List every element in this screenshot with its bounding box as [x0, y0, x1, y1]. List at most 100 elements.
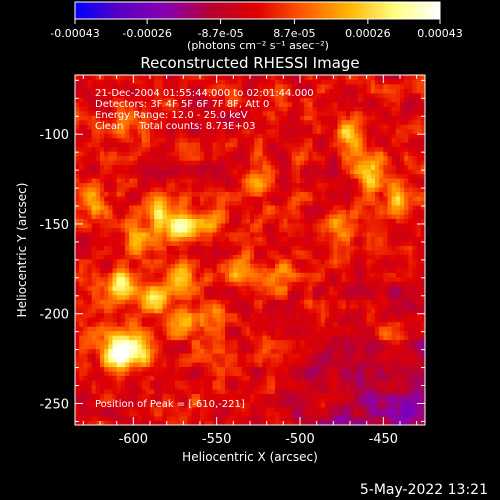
heatmap-cell — [295, 420, 301, 425]
heatmap-cell — [258, 411, 263, 417]
heatmap-cell — [295, 133, 301, 139]
heatmap-cell — [291, 312, 297, 318]
heatmap-cell — [337, 402, 343, 408]
heatmap-cell — [270, 299, 276, 305]
heatmap-cell — [258, 155, 263, 161]
heatmap-cell — [279, 411, 284, 417]
heatmap-cell — [325, 299, 330, 305]
heatmap-cell — [279, 196, 284, 202]
heatmap-cell — [175, 330, 180, 336]
heatmap-cell — [291, 411, 297, 417]
heatmap-cell — [287, 362, 293, 368]
heatmap-cell — [308, 339, 313, 345]
heatmap-cell — [154, 393, 159, 399]
heatmap-cell — [220, 232, 226, 237]
heatmap-cell — [100, 407, 105, 412]
heatmap-cell — [187, 366, 193, 372]
heatmap-cell — [300, 92, 305, 98]
heatmap-cell — [183, 416, 188, 421]
heatmap-cell — [116, 420, 122, 425]
heatmap-cell — [141, 97, 147, 103]
heatmap-cell — [187, 344, 193, 350]
heatmap-cell — [287, 169, 293, 175]
heatmap-cell — [141, 344, 147, 350]
heatmap-cell — [212, 344, 218, 350]
heatmap-cell — [287, 398, 293, 403]
heatmap-cell — [241, 214, 247, 219]
heatmap-cell — [154, 285, 159, 291]
heatmap-cell — [237, 155, 243, 161]
heatmap-cell — [195, 209, 201, 215]
heatmap-cell — [229, 182, 234, 188]
heatmap-cell — [279, 380, 284, 386]
heatmap-cell — [204, 389, 209, 394]
heatmap-cell — [125, 196, 130, 202]
heatmap-cell — [112, 312, 118, 318]
heatmap-cell — [208, 101, 213, 107]
heatmap-cell — [116, 380, 122, 386]
heatmap-cell — [275, 393, 280, 399]
heatmap-cell — [333, 353, 338, 359]
heatmap-cell — [220, 299, 226, 305]
heatmap-cell — [275, 276, 280, 282]
heatmap-cell — [170, 218, 176, 224]
heatmap-cell — [212, 142, 218, 148]
heatmap-cell — [200, 402, 205, 408]
heatmap-cell — [120, 348, 126, 354]
heatmap-cell — [158, 75, 163, 80]
heatmap-cell — [241, 88, 247, 94]
heatmap-cell — [145, 258, 151, 264]
heatmap-cell — [91, 92, 97, 98]
heatmap-cell — [95, 223, 101, 228]
heatmap-cell — [208, 416, 213, 421]
heatmap-cell — [87, 245, 93, 251]
heatmap-cell — [120, 236, 126, 242]
heatmap-cell — [75, 416, 80, 421]
heatmap-cell — [91, 191, 97, 197]
heatmap-cell — [320, 110, 326, 116]
heatmap-cell — [154, 182, 159, 188]
heatmap-cell — [250, 357, 255, 363]
heatmap-cell — [320, 380, 326, 386]
heatmap-cell — [220, 389, 226, 394]
heatmap-cell — [75, 205, 80, 211]
heatmap-cell — [75, 214, 80, 219]
heatmap-cell — [225, 92, 230, 98]
heatmap-cell — [333, 335, 338, 341]
heatmap-cell — [125, 110, 130, 116]
heatmap-cell — [283, 128, 288, 134]
heatmap-cell — [104, 321, 109, 327]
heatmap-cell — [308, 299, 313, 305]
heatmap-cell — [283, 326, 288, 332]
heatmap-cell — [154, 196, 159, 202]
heatmap-cell — [87, 83, 93, 89]
heatmap-cell — [183, 115, 188, 121]
heatmap-cell — [125, 191, 130, 197]
heatmap-cell — [75, 218, 80, 224]
heatmap-cell — [275, 308, 280, 314]
heatmap-cell — [75, 389, 80, 394]
heatmap-cell — [300, 124, 305, 130]
heatmap-cell — [275, 267, 280, 273]
heatmap-cell — [95, 317, 101, 323]
heatmap-cell — [166, 393, 172, 399]
heatmap-cell — [125, 411, 130, 417]
heatmap-cell — [162, 92, 168, 98]
heatmap-cell — [112, 115, 118, 121]
heatmap-cell — [166, 326, 172, 332]
heatmap-cell — [166, 115, 172, 121]
heatmap-cell — [166, 384, 172, 390]
heatmap-cell — [208, 254, 213, 260]
heatmap-plot: -600 -550 -500 -450-100-150-200-250 — [39, 74, 426, 447]
heatmap-cell — [329, 214, 334, 219]
heatmap-cell — [141, 353, 147, 359]
heatmap-cell — [179, 384, 184, 390]
heatmap-cell — [304, 241, 309, 246]
heatmap-cell — [91, 285, 97, 291]
heatmap-cell — [275, 119, 280, 125]
heatmap-cell — [241, 137, 247, 143]
heatmap-cell — [195, 218, 201, 224]
heatmap-cell — [195, 281, 201, 287]
heatmap-cell — [262, 164, 268, 170]
heatmap-cell — [116, 115, 122, 121]
